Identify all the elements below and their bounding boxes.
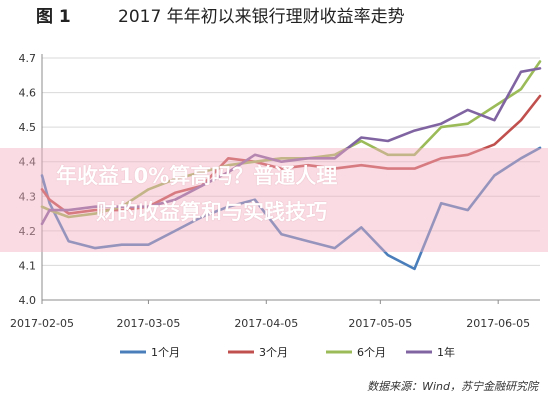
figure-number: 图 1 — [36, 7, 71, 27]
x-tick-label: 2017-06-05 — [466, 317, 530, 330]
legend-label-1m: 1个月 — [151, 346, 180, 359]
data-source-note: 数据来源：Wind，苏宁金融研究院 — [367, 380, 538, 393]
series-line-6m — [40, 60, 542, 219]
y-tick-label: 4.7 — [19, 52, 37, 65]
y-tick-label: 4.4 — [19, 156, 37, 169]
watermark-line-2: 财的收益算和与实践技巧 — [96, 200, 327, 224]
gridlines — [42, 57, 540, 266]
y-tick-label: 4.6 — [19, 87, 37, 100]
y-tick-label: 4.2 — [19, 225, 37, 238]
x-tick-label: 2017-03-05 — [116, 317, 180, 330]
axes: 4.0 4.1 4.2 4.3 4.4 4.5 4.6 4.7 2017-02-05 2017-0… — [10, 52, 540, 330]
series-lines — [40, 60, 542, 271]
series-line-1y — [40, 67, 542, 226]
legend: 1个月 3个月 6个月 1年 — [120, 345, 455, 359]
y-tick-label: 4.5 — [19, 121, 37, 134]
legend-label-1y: 1年 — [437, 345, 455, 359]
chart-title-bar: 图 1 2017 年年初以来银行理财收益率走势 — [0, 0, 548, 34]
legend-label-3m: 3个月 — [259, 346, 288, 359]
legend-label-6m: 6个月 — [357, 346, 386, 359]
y-tick-label: 4.1 — [19, 259, 37, 272]
series-line-1m — [40, 146, 542, 271]
y-tick-label: 4.0 — [19, 294, 37, 307]
watermark-line-1: 年收益10%算高吗？普通人理 — [56, 164, 338, 188]
watermark-banner: 年收益10%算高吗？普通人理 财的收益算和与实践技巧 — [0, 148, 548, 252]
x-tick-label: 2017-04-05 — [234, 317, 298, 330]
x-tick-label: 2017-02-05 — [10, 317, 74, 330]
x-tick-label: 2017-05-05 — [348, 317, 412, 330]
y-tick-label: 4.3 — [19, 190, 37, 203]
chart-title: 2017 年年初以来银行理财收益率走势 — [118, 7, 405, 27]
